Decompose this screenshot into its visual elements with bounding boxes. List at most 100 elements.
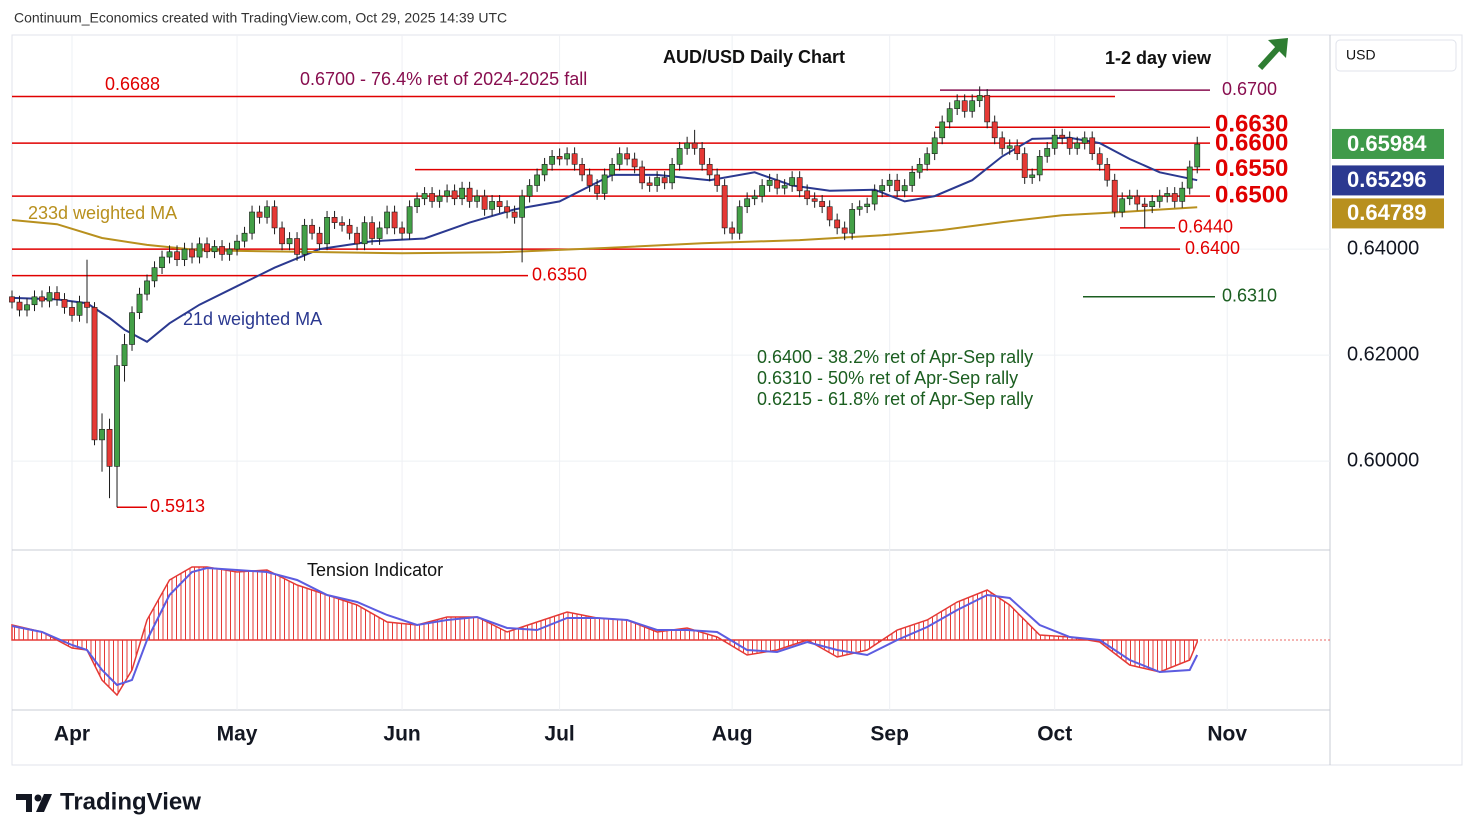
candle-body <box>249 211 255 234</box>
candle-body <box>376 227 383 239</box>
candle-body <box>714 174 721 186</box>
currency[interactable]: USD <box>1346 47 1376 63</box>
candle-body <box>459 187 465 200</box>
candle-body <box>204 243 210 253</box>
candle-body <box>999 137 1006 149</box>
candle-body <box>391 211 398 229</box>
candle-body <box>1156 195 1163 202</box>
price-badge-label: 0.65296 <box>1347 167 1427 192</box>
candle-body <box>16 301 23 311</box>
price-badge <box>1332 165 1444 196</box>
level-label: 0.6550 <box>1215 155 1288 182</box>
candle-body <box>766 179 773 186</box>
candle-body <box>1044 148 1051 157</box>
candle-body <box>1164 193 1171 197</box>
candle-body <box>286 238 293 245</box>
candle-body <box>661 177 668 184</box>
candle-body <box>1134 195 1141 205</box>
candle-body <box>969 100 976 112</box>
candle-body <box>699 148 706 165</box>
candle-body <box>654 177 661 186</box>
level-label: 0.5913 <box>150 496 205 516</box>
y-tick-label: 0.62000 <box>1347 343 1419 365</box>
candle-body <box>961 100 968 112</box>
candle-body <box>294 238 300 255</box>
candle-body <box>534 174 540 186</box>
candle-body <box>946 108 953 123</box>
candle-body <box>826 206 833 221</box>
candle-body <box>1104 164 1111 181</box>
x-tick-label: Sep <box>870 723 909 746</box>
candle-body <box>144 280 150 295</box>
candle-body <box>136 293 143 313</box>
candle-body <box>451 190 458 200</box>
candle-body <box>9 296 15 303</box>
level-label: 0.6600 <box>1215 129 1288 156</box>
candle-body <box>414 198 420 208</box>
candle-body <box>954 100 961 109</box>
candle-body <box>436 195 443 202</box>
candle-body <box>796 177 803 192</box>
candle-body <box>1036 156 1043 176</box>
candle-body <box>571 153 578 165</box>
candle-body <box>849 209 856 234</box>
candle-body <box>166 251 173 258</box>
candle-body <box>54 292 60 300</box>
candle-body <box>196 243 203 258</box>
plot <box>9 86 1330 697</box>
level-label: 0.6400 <box>1185 238 1240 258</box>
candle-body <box>511 211 518 218</box>
candle-body <box>121 344 128 366</box>
candle-body <box>594 185 601 194</box>
price-badge-label: 0.64789 <box>1347 200 1427 225</box>
chart-subtitle: 1-2 day view <box>1105 48 1212 68</box>
candle-body <box>774 179 781 189</box>
candle-body <box>106 428 113 467</box>
candle-body <box>1074 142 1081 149</box>
candle-body <box>1021 153 1028 178</box>
candle-body <box>901 185 908 192</box>
candle-body <box>526 185 533 197</box>
x-tick-label: May <box>217 723 258 746</box>
candle-body <box>811 198 818 202</box>
candle-body <box>721 185 728 229</box>
currency-box[interactable] <box>1335 39 1457 72</box>
candle-body <box>46 292 53 302</box>
candle-body <box>309 224 315 234</box>
level-label: 0.6350 <box>532 264 587 284</box>
candle-body <box>69 307 75 316</box>
candle-body <box>399 227 405 234</box>
candle-body <box>1171 193 1178 202</box>
candle-body <box>1014 145 1021 155</box>
level-label: 0.6630 <box>1215 111 1288 138</box>
candle-body <box>129 312 135 345</box>
candle-body <box>241 232 248 242</box>
x-tick-label: Nov <box>1207 723 1247 746</box>
x-tick-label: Apr <box>54 723 90 746</box>
candle-body <box>429 193 435 202</box>
y-tick-label: 0.64000 <box>1347 237 1419 259</box>
candle-body <box>609 164 616 176</box>
candle-body <box>894 179 901 192</box>
candle-body <box>159 256 165 268</box>
x-tick-label: Jul <box>544 723 574 746</box>
y-tick-label: 0.60000 <box>1347 449 1419 471</box>
candle-body <box>586 174 593 186</box>
note: 0.6310 - 50% ret of Apr-Sep rally <box>757 368 1018 388</box>
candle-body <box>256 211 263 218</box>
brand-logo <box>16 794 52 812</box>
candle-body <box>729 227 736 234</box>
candle-body <box>346 224 353 234</box>
candle-body <box>24 304 30 311</box>
candle-body <box>541 164 548 176</box>
candle-body <box>1066 137 1073 149</box>
candle-body <box>189 248 195 258</box>
candle-body <box>1126 195 1133 200</box>
candle-body <box>871 190 878 205</box>
candle-body <box>1141 203 1148 208</box>
level-label: 0.6688 <box>105 74 160 94</box>
candle-body <box>984 95 991 123</box>
candle-body <box>601 174 608 194</box>
chart-title: AUD/USD Daily Chart <box>663 47 845 67</box>
candle-body <box>939 121 946 139</box>
